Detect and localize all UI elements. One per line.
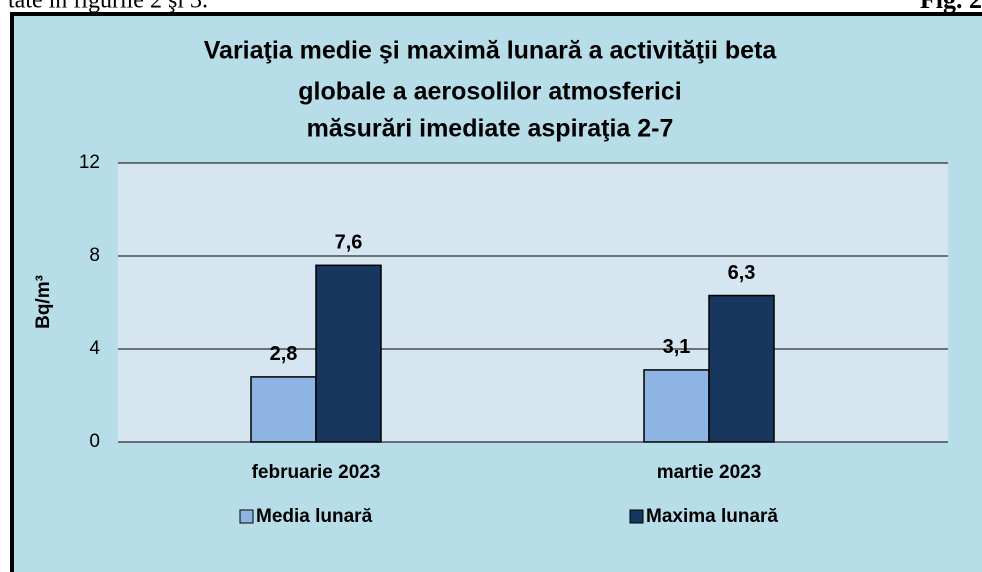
bar bbox=[643, 369, 710, 443]
legend-swatch bbox=[629, 509, 644, 524]
bar bbox=[315, 264, 382, 443]
legend-label: Maxima lunară bbox=[646, 506, 778, 527]
bar bbox=[250, 376, 317, 443]
y-axis-label: Bq/m³ bbox=[33, 275, 54, 329]
plot-area bbox=[118, 163, 948, 442]
y-tick-label: 12 bbox=[79, 152, 100, 173]
y-tick-label: 0 bbox=[89, 431, 100, 452]
value-label: 6,3 bbox=[728, 262, 756, 284]
value-label: 3,1 bbox=[663, 336, 691, 358]
y-tick-label: 8 bbox=[89, 245, 100, 266]
figure-label: Fig. 2 bbox=[920, 0, 982, 14]
chart-title: globale a aerosolilor atmosferici bbox=[298, 78, 681, 106]
value-label: 2,8 bbox=[270, 343, 298, 365]
x-tick-label: februarie 2023 bbox=[252, 462, 381, 483]
chart-title: Variaţia medie şi maximă lunară a activi… bbox=[204, 37, 778, 65]
legend-label: Media lunară bbox=[256, 506, 373, 527]
body-text: tate în figurile 2 şi 3. bbox=[8, 0, 208, 14]
x-tick-label: martie 2023 bbox=[657, 462, 762, 483]
value-label: 7,6 bbox=[335, 232, 363, 254]
y-tick-label: 4 bbox=[89, 338, 100, 359]
bar bbox=[708, 294, 775, 443]
legend-swatch bbox=[239, 509, 254, 524]
chart-title: măsurări imediate aspiraţia 2-7 bbox=[307, 115, 674, 143]
